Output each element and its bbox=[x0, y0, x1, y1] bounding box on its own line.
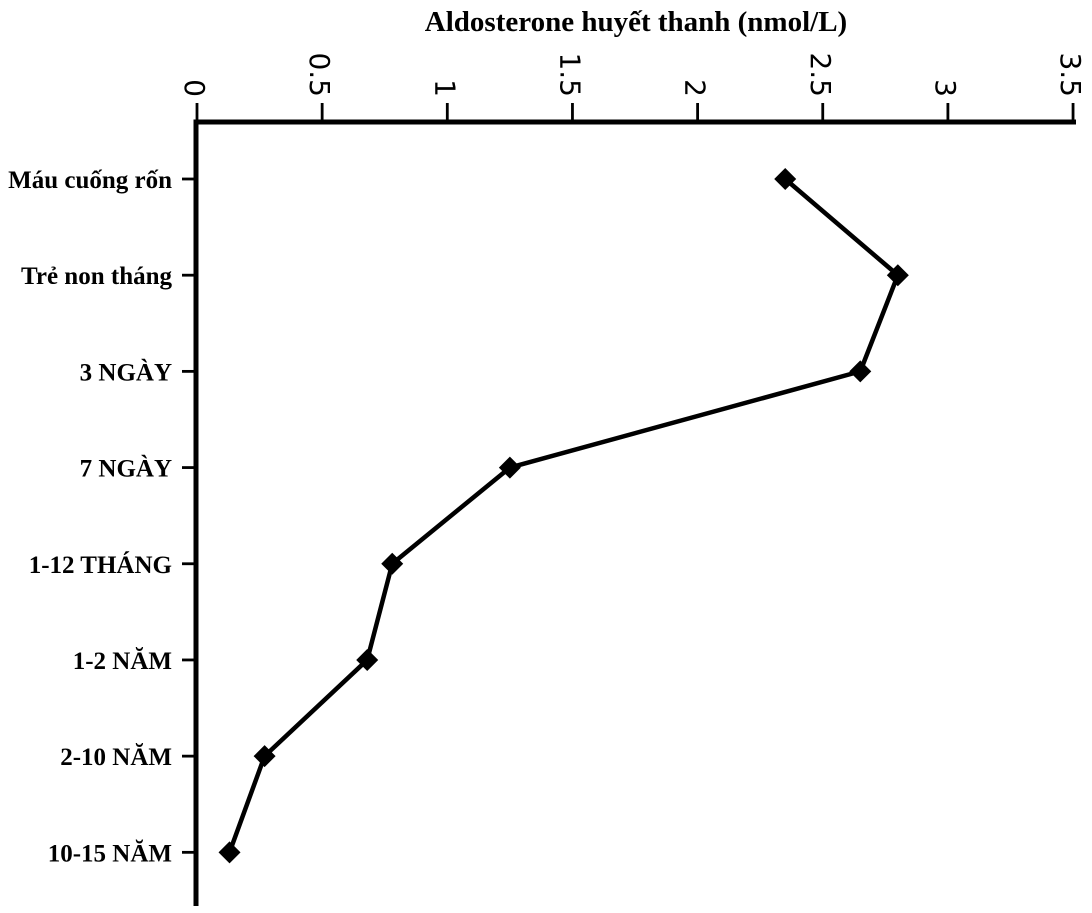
x-axis-tick-label: 0.5 bbox=[303, 52, 336, 97]
x-axis-tick-label: 3.5 bbox=[1054, 52, 1087, 97]
x-axis-tick-label: 2.5 bbox=[804, 52, 837, 97]
x-axis-tick-label: 1.5 bbox=[553, 52, 586, 97]
y-axis-category-label: 1-2 NĂM bbox=[73, 647, 172, 675]
y-axis-category-label: 10-15 NĂM bbox=[48, 839, 172, 867]
data-point-marker bbox=[849, 360, 872, 383]
data-point-marker bbox=[498, 456, 521, 479]
data-point-marker bbox=[886, 264, 909, 287]
series-line bbox=[227, 176, 901, 855]
y-axis-category-label: 1-12 THÁNG bbox=[29, 551, 172, 579]
y-axis-category-label: Trẻ non tháng bbox=[21, 263, 172, 290]
x-axis-tick-label: 3 bbox=[929, 79, 962, 97]
y-axis-category-label: Máu cuống rốn bbox=[8, 167, 172, 194]
y-axis-category-label: 2-10 NĂM bbox=[60, 743, 172, 771]
data-point-marker bbox=[774, 168, 797, 190]
data-point-marker bbox=[218, 841, 241, 864]
x-axis-tick-label: 2 bbox=[679, 79, 712, 97]
data-point-marker bbox=[356, 648, 379, 671]
x-axis-tick-label: 0 bbox=[178, 79, 211, 97]
chart-title: Aldosterone huyết thanh (nmol/L) bbox=[424, 6, 848, 38]
x-axis-tick-label: 1 bbox=[428, 79, 461, 97]
y-axis-category-label: 3 NGÀY bbox=[80, 358, 172, 386]
data-point-marker bbox=[253, 745, 276, 768]
y-axis-category-label: 7 NGÀY bbox=[80, 455, 172, 483]
data-point-marker bbox=[381, 552, 404, 575]
